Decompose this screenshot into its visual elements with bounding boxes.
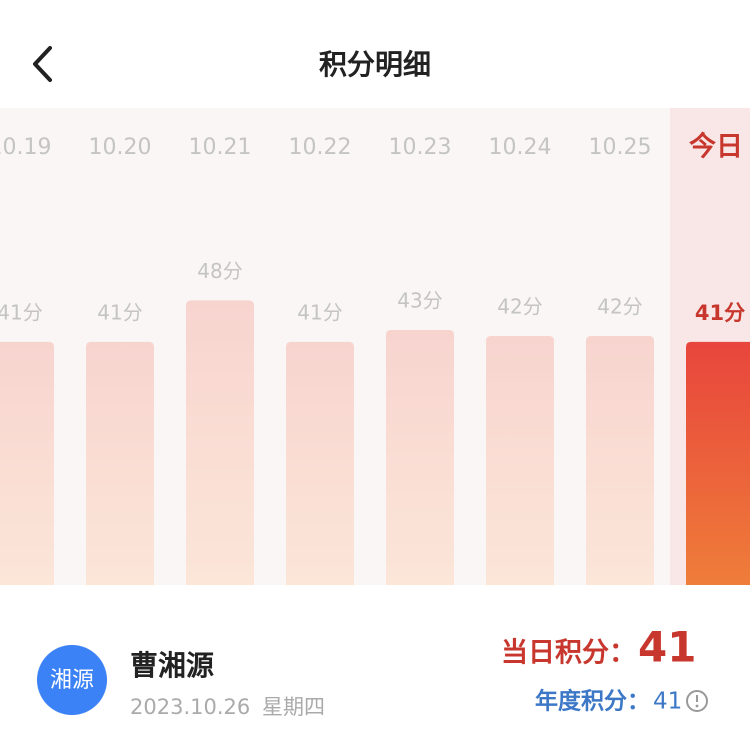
x-tick-label: 10.19	[0, 135, 51, 160]
bar	[286, 341, 354, 585]
user-name: 曹湘源	[130, 649, 214, 682]
back-button[interactable]	[33, 46, 52, 82]
x-tick-label: 今日	[689, 131, 743, 163]
value-label: 42分	[497, 294, 542, 318]
bar	[186, 300, 254, 585]
value-label: 42分	[597, 294, 642, 318]
weekday: 星期四	[262, 695, 325, 719]
value-label: 41分	[0, 300, 43, 324]
bar	[386, 330, 454, 585]
value-label: 41分	[297, 300, 342, 324]
value-label: 41分	[97, 300, 142, 324]
x-tick-label: 10.20	[89, 135, 152, 160]
daily-label: 当日积分：	[501, 638, 636, 669]
x-tick-label: 10.21	[189, 135, 252, 160]
avatar	[37, 645, 107, 715]
annual-label: 年度积分：	[535, 688, 650, 715]
value-label: 43分	[397, 289, 442, 313]
bar	[586, 335, 654, 585]
bar	[86, 341, 154, 585]
value-label: 41分	[695, 301, 745, 325]
x-tick-label: 10.22	[289, 135, 352, 160]
bar	[486, 335, 554, 585]
page-title: 积分明细	[319, 48, 431, 81]
x-tick-label: 10.24	[489, 135, 552, 160]
daily-value: 41	[638, 623, 696, 672]
annual-value: 41	[653, 689, 682, 715]
chart: 41分 10.19 41分 10.20 48分 10.21 41分 10.22 43分 10.23…	[0, 108, 750, 585]
x-tick-label: 10.23	[389, 135, 452, 160]
info-icon[interactable]	[686, 690, 708, 712]
x-tick-label: 10.25	[589, 135, 652, 160]
avatar-text: 湘源	[50, 668, 94, 693]
value-label: 48分	[197, 259, 242, 283]
bar	[686, 341, 750, 585]
date: 2023.10.26	[130, 695, 250, 719]
bar	[0, 341, 54, 585]
